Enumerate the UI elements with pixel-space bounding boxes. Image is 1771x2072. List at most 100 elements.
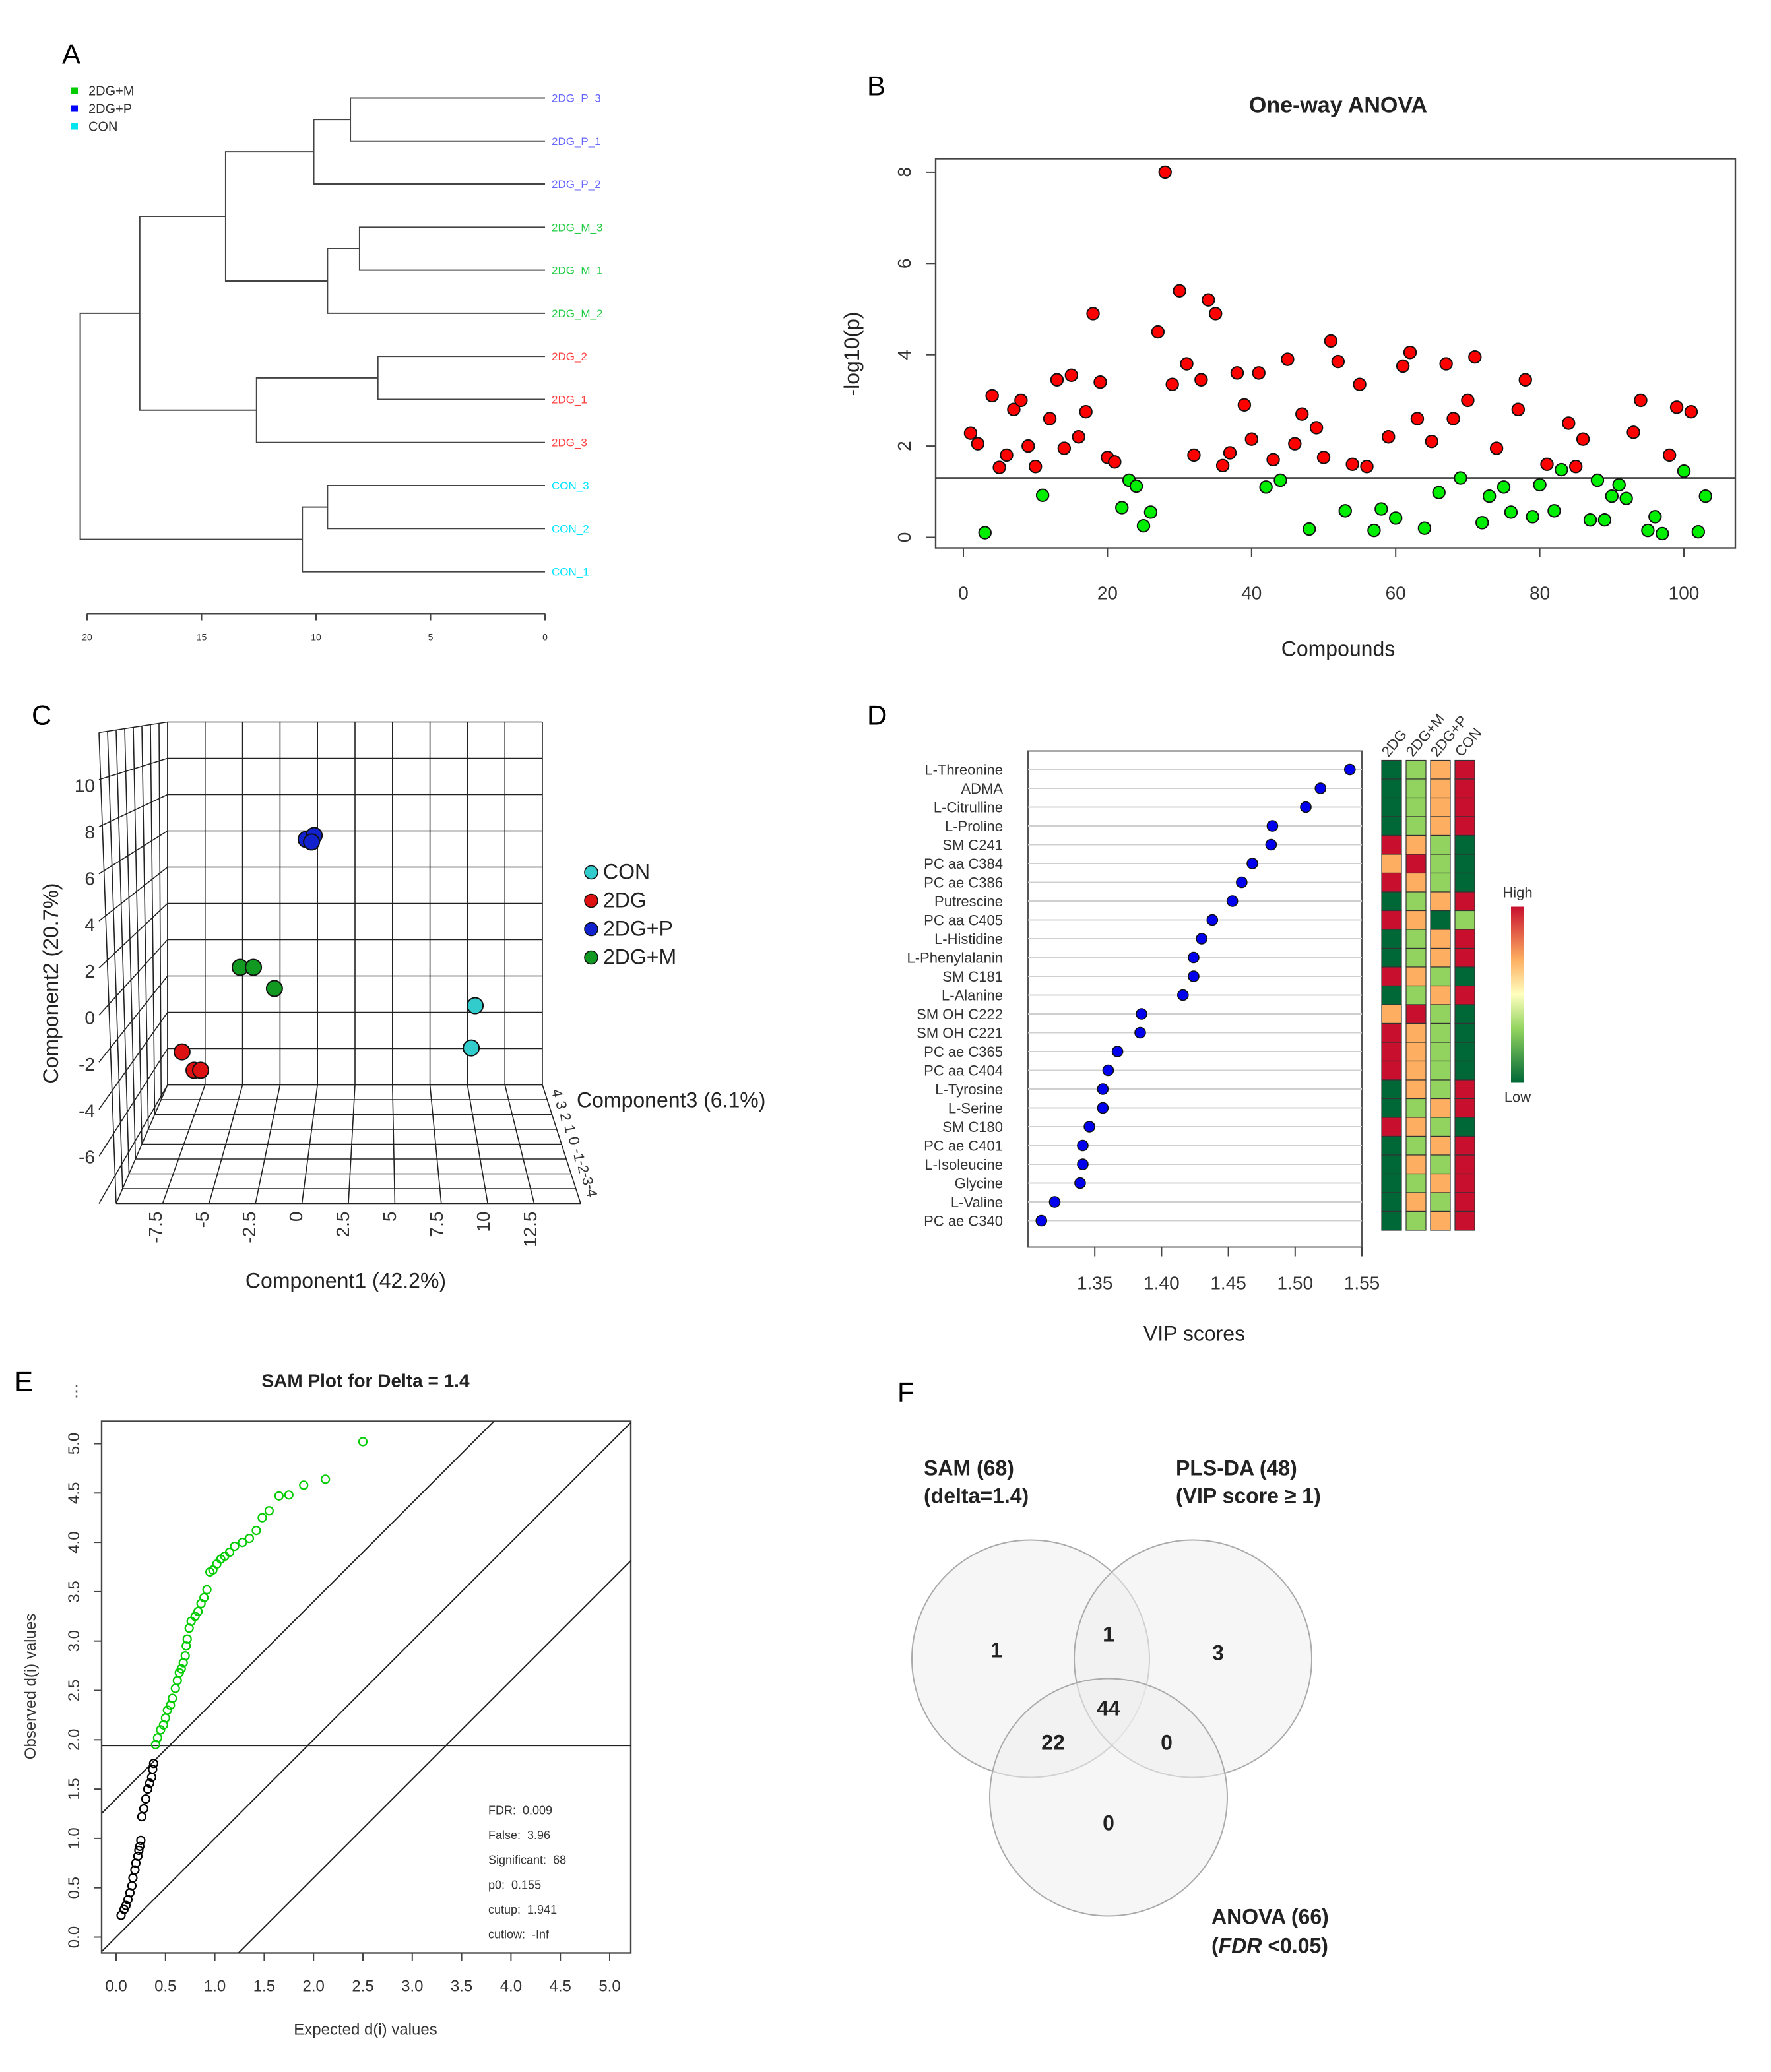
pca-point-2DG+M [245, 958, 263, 976]
vip-compound-label: L-Tyrosine [935, 1081, 1003, 1098]
sam-y-tick-label: 3.5 [65, 1581, 83, 1602]
sam-stat: cutup: 1.941 [488, 1903, 557, 1916]
sam-stat-value: -Inf [532, 1928, 550, 1941]
leaf-label: 2DG_1 [552, 393, 587, 406]
anova-point-significant [1281, 352, 1295, 366]
sam-point-significant [152, 1733, 162, 1743]
heatmap-cell [1430, 872, 1451, 893]
anova-point-significant [1014, 393, 1028, 408]
heatmap-cell [1405, 1098, 1427, 1118]
heatmap-cell [1381, 854, 1402, 874]
sam-stat: False: 3.96 [488, 1829, 550, 1842]
sam-y-tick-label: 5.0 [65, 1433, 83, 1455]
vip-x-tick-label: 1.55 [1344, 1273, 1380, 1294]
heatmap-cell [1381, 910, 1402, 930]
sam-x-tick-label: 0.0 [105, 1978, 127, 1995]
pca-z-tick-label: 4 [548, 1088, 566, 1098]
sam-stat-label: p0: [488, 1878, 505, 1891]
pca-point-2DG [192, 1061, 210, 1079]
heatmap-cell [1381, 1004, 1402, 1024]
anova-point-significant [1562, 416, 1576, 430]
sam-point-significant [156, 1725, 166, 1735]
pca-ylabel: Component2 (20.7%) [39, 883, 63, 1083]
anova-x-tick-label: 100 [1669, 583, 1700, 604]
venn-region-sam-anova: 22 [1041, 1731, 1065, 1755]
venn-region-sam-pls: 1 [1103, 1623, 1114, 1647]
vip-point [1111, 1046, 1124, 1057]
sam-point-significant [180, 1651, 190, 1661]
anova-x-tick-label: 80 [1530, 583, 1550, 604]
sam-x-tick-label: 0.5 [154, 1978, 176, 1995]
vip-compound-label: SM C241 [942, 837, 1003, 854]
anova-point-not-significant [1698, 489, 1712, 503]
vip-point [1236, 876, 1248, 889]
pca-legend-marker [584, 865, 598, 880]
sam-y-tick-label: 3.0 [65, 1630, 83, 1652]
anova-point-significant [1209, 307, 1223, 321]
anova-point-significant [1173, 284, 1186, 298]
sam-point-not-significant [148, 1759, 158, 1769]
panel-label-b: B [867, 71, 886, 102]
dendrogram-branch [255, 377, 545, 443]
pca-3d-panel: Component1 (42.2%) Component2 (20.7%) Co… [39, 721, 765, 1293]
anova-point-significant [1662, 448, 1677, 462]
anova-point-significant [1072, 430, 1085, 444]
dendrogram-branch [327, 485, 545, 530]
pca-x-tick-label: -2.5 [239, 1212, 259, 1243]
sam-point-significant [168, 1693, 177, 1703]
sam-x-tick-label: 2.0 [303, 1978, 325, 1995]
vip-point [1343, 763, 1356, 776]
heatmap-cell [1430, 1210, 1451, 1231]
vip-compound-label: ADMA [961, 780, 1003, 797]
anova-point-significant [1180, 357, 1194, 371]
sam-point-not-significant [130, 1865, 140, 1875]
panel-label-e: E [15, 1366, 33, 1397]
vip-panel: VIP scores High Low L-Threonine ADMA L-Cit… [907, 710, 1532, 1345]
heatmap-cell [1405, 1210, 1427, 1231]
dendrogram-tick-label: 20 [82, 632, 92, 643]
sam-point-not-significant [133, 1851, 143, 1861]
vip-compound-label: L-Threonine [924, 762, 1003, 778]
dendrogram-tick-label: 0 [542, 632, 548, 643]
heatmap-cell [1405, 910, 1427, 930]
sam-point-significant [238, 1538, 247, 1548]
vip-compound-label: PC aa C384 [924, 856, 1003, 872]
heatmap-cell [1430, 947, 1451, 968]
leaf-label: CON_2 [552, 522, 589, 535]
vip-point [1206, 914, 1219, 926]
anova-point-significant [1403, 346, 1417, 360]
pca-point-CON [463, 1039, 480, 1057]
dendrogram-branch [224, 151, 328, 282]
vip-point [1300, 801, 1312, 813]
pca-z-tick-label: -3 [578, 1171, 596, 1187]
heatmap-cell [1454, 947, 1475, 968]
pca-x-tick-label: 5 [379, 1212, 400, 1222]
anova-point-significant [1353, 377, 1367, 391]
sam-point-significant [274, 1491, 284, 1501]
pca-grid-line [98, 1012, 168, 1110]
anova-point-significant [1576, 432, 1590, 446]
anova-point-significant [1468, 350, 1482, 364]
venn-anova-rest: <0.05) [1262, 1934, 1328, 1958]
sam-y-tick-label: 1.0 [65, 1827, 83, 1849]
anova-point-significant [1461, 393, 1475, 408]
anova-point-significant [1511, 402, 1526, 416]
anova-point-significant [1439, 357, 1453, 371]
pca-grid-line [98, 1048, 168, 1157]
vip-point [1074, 1177, 1086, 1189]
anova-point-not-significant [1143, 505, 1158, 519]
heatmap-cell [1381, 1210, 1402, 1231]
vip-compound-label: PC ae C365 [924, 1044, 1003, 1060]
leaf-label: 2DG_3 [552, 437, 587, 449]
heatmap-cell [1430, 1060, 1451, 1081]
leaf-label: 2DG_P_1 [552, 135, 601, 148]
pca-y-tick-label: -6 [79, 1147, 95, 1168]
sam-point-not-significant [139, 1804, 148, 1814]
anova-point-significant [1288, 437, 1302, 451]
heatmap-color-scale [1511, 906, 1524, 1083]
heatmap-cell [1430, 1079, 1451, 1100]
pca-legend-label: 2DG+M [603, 945, 676, 969]
anova-point-significant [1316, 451, 1331, 464]
pca-grid-line [107, 731, 123, 1189]
pca-y-tick-label: 2 [84, 961, 95, 982]
